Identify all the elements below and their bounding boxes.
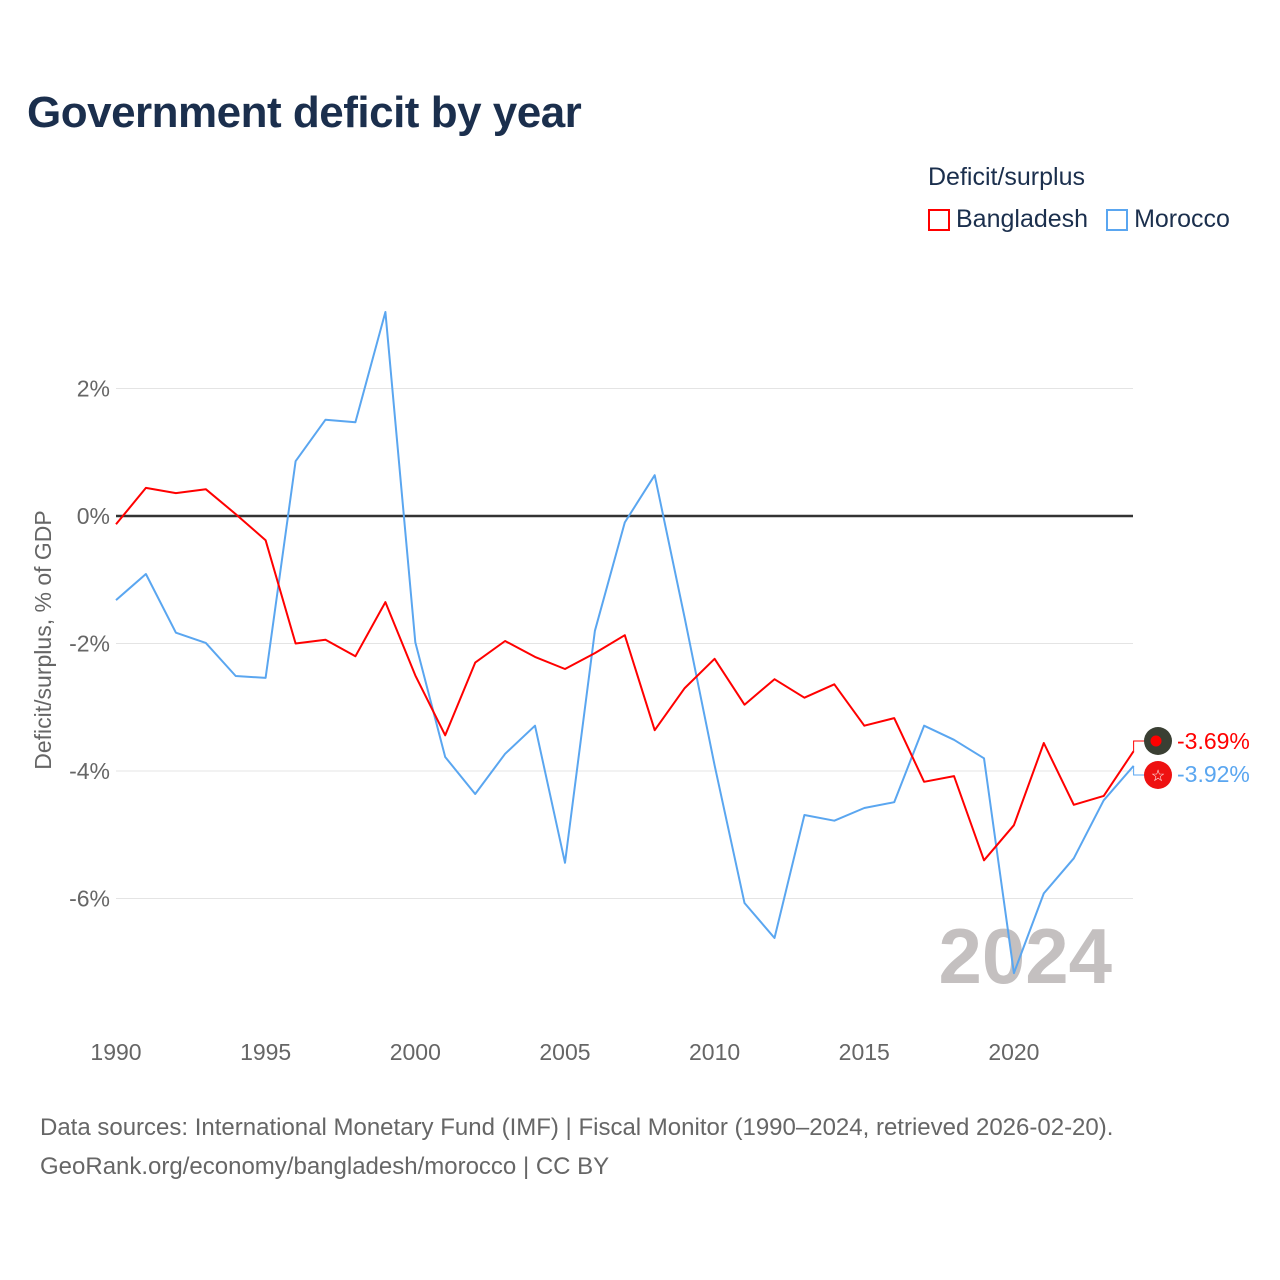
x-tick-label: 1990 [90,1039,141,1065]
legend-item-bangladesh[interactable]: Bangladesh [928,205,1088,234]
end-label-bangladesh: -3.69% [1177,728,1250,754]
chart-title: Government deficit by year [27,88,582,137]
x-tick-label: 2010 [689,1039,740,1065]
connector [1133,740,1146,752]
x-tick-label: 2005 [539,1039,590,1065]
watermark-year: 2024 [938,912,1112,1000]
legend: Bangladesh Morocco [928,205,1230,234]
y-tick-label: -2% [69,631,110,657]
y-tick-label: 0% [77,503,110,529]
y-tick-label: 2% [77,376,110,402]
source-line-2[interactable]: GeoRank.org/economy/bangladesh/morocco |… [40,1153,610,1180]
y-axis-label: Deficit/surplus, % of GDP [30,510,56,769]
series-line-morocco [115,311,1135,975]
legend-swatch [928,208,950,231]
morocco-flag-icon [1144,761,1172,789]
connector [1133,765,1146,776]
flag-star: ☆ [1151,768,1165,785]
x-tick-label: 2015 [839,1039,890,1065]
x-tick-label: 2000 [390,1039,441,1065]
y-tick-label: -6% [69,886,110,912]
x-tick-label: 1995 [240,1039,291,1065]
source-line-1: Data sources: International Monetary Fun… [40,1114,1114,1141]
series-line-bangladesh [115,486,1135,862]
end-label-morocco: -3.92% [1177,761,1250,787]
legend-item-morocco[interactable]: Morocco [1106,205,1230,234]
legend-label: Bangladesh [956,205,1089,233]
legend-title: Deficit/surplus [928,163,1085,191]
legend-swatch [1106,208,1129,231]
y-tick-label: -4% [69,758,110,784]
flag-dot [1150,735,1162,747]
x-tick-label: 2020 [988,1039,1039,1065]
source-note: Data sources: International Monetary Fun… [40,1108,1113,1186]
legend-label: Morocco [1134,205,1230,233]
